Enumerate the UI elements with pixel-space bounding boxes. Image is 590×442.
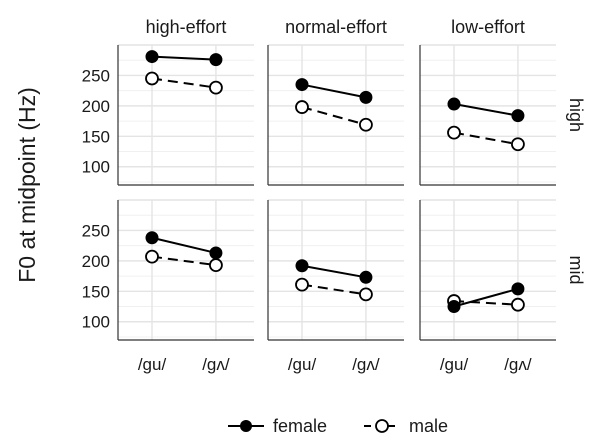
y-tick-label: 200 <box>82 252 110 271</box>
data-point-female <box>145 50 159 64</box>
data-point-female <box>447 300 461 314</box>
data-point-male <box>511 137 525 152</box>
data-point-female <box>511 282 525 296</box>
data-point-male <box>359 287 373 302</box>
data-point-female <box>359 270 373 284</box>
series-line-male <box>151 77 217 89</box>
data-point-female <box>209 246 223 260</box>
data-point-female <box>511 109 525 123</box>
series-line-female <box>453 287 519 308</box>
series-line-female <box>301 264 367 279</box>
data-point-male <box>145 249 159 264</box>
x-tick-label: /gʌ/ <box>202 355 230 374</box>
legend-key-female-marker <box>240 420 252 432</box>
series-line-male <box>301 106 367 126</box>
facet-row-label: mid <box>566 255 586 284</box>
x-tick-label: /gu/ <box>440 355 469 374</box>
x-tick-label: /gʌ/ <box>352 355 380 374</box>
y-tick-label: 150 <box>82 127 110 146</box>
series-line-female <box>453 103 519 117</box>
series-line-male <box>301 283 367 296</box>
y-tick-label: 100 <box>82 313 110 332</box>
data-point-female <box>295 78 309 92</box>
data-point-female <box>295 259 309 273</box>
legend-label-male: male <box>409 416 448 436</box>
data-point-female <box>145 231 159 245</box>
facet-row-label: high <box>566 98 586 132</box>
y-tick-label: 100 <box>82 158 110 177</box>
data-point-female <box>447 97 461 111</box>
series-line-male <box>453 300 518 306</box>
y-tick-label: 200 <box>82 97 110 116</box>
legend-key-male-marker <box>375 419 389 433</box>
x-tick-label: /gʌ/ <box>504 355 532 374</box>
data-point-male <box>447 125 461 140</box>
y-tick-label: 250 <box>82 221 110 240</box>
data-point-male <box>511 297 525 312</box>
facet-column-label: high-effort <box>146 17 227 37</box>
data-point-male <box>359 117 373 132</box>
series-line-female <box>301 83 367 99</box>
data-point-male <box>295 277 309 292</box>
x-tick-label: /gu/ <box>138 355 167 374</box>
facet-column-label: normal-effort <box>285 17 387 37</box>
y-tick-label: 150 <box>82 282 110 301</box>
data-point-male <box>145 71 159 86</box>
legend-label-female: female <box>273 416 327 436</box>
series-line-male <box>453 131 519 146</box>
data-point-male <box>209 80 223 95</box>
data-point-female <box>359 90 373 104</box>
series-line-female <box>151 55 216 61</box>
y-tick-label: 250 <box>82 66 110 85</box>
x-tick-label: /gu/ <box>288 355 317 374</box>
data-point-male <box>295 100 309 114</box>
data-point-male <box>209 258 223 273</box>
facet-column-label: low-effort <box>451 17 525 37</box>
data-point-female <box>209 53 223 67</box>
y-axis-title: F0 at midpoint (Hz) <box>14 87 40 283</box>
series-line-male <box>151 255 217 267</box>
series-line-female <box>151 236 217 254</box>
